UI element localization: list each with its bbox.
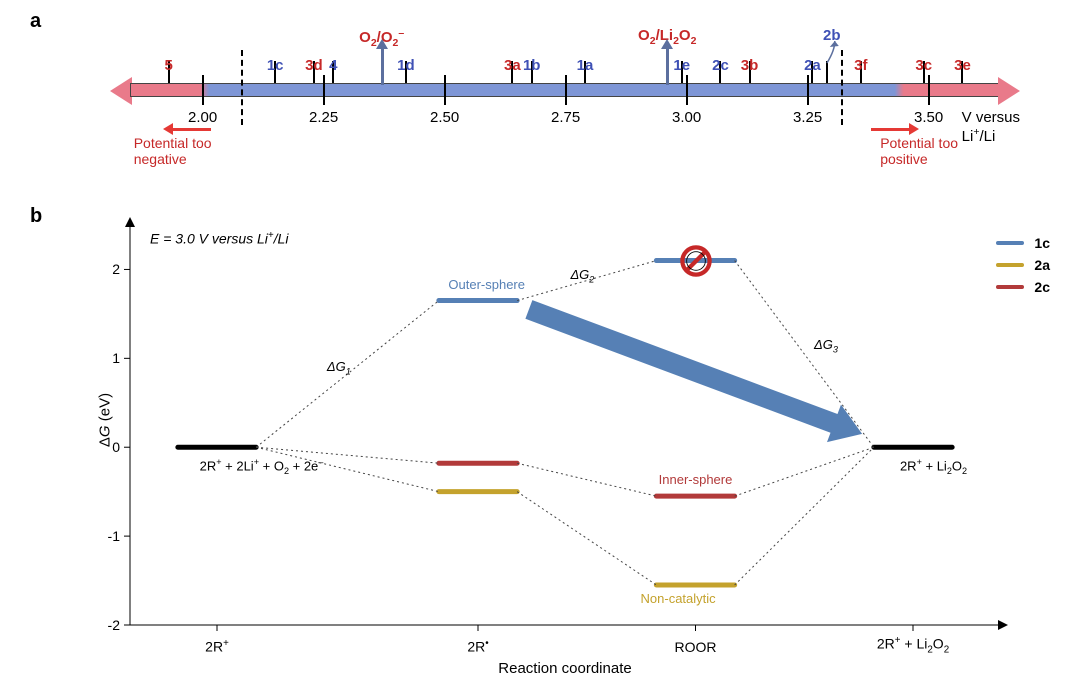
axis-tick-label: 2.75 — [551, 109, 580, 126]
plot-annotation: Inner-sphere — [659, 472, 733, 487]
xtick-label: 2R+ — [205, 638, 229, 655]
plot-annotation: ΔG3 — [814, 337, 838, 355]
legend-label: 2c — [1034, 279, 1050, 295]
legend-item: 2c — [996, 279, 1050, 295]
right-arrow-icon — [871, 128, 909, 131]
ytick-label: -2 — [95, 617, 120, 633]
energy-plot: -2-10122R+2R•ROOR2R+ + Li2O2Reaction coo… — [130, 225, 1000, 625]
plot-annotation: Outer-sphere — [448, 277, 525, 292]
region-label-left: Potential toonegative — [134, 135, 212, 167]
plot-annotation: 2R+ + Li2O2 — [900, 457, 967, 476]
panel-a: 2.002.252.502.753.003.253.5051c3d41d3a1b… — [30, 15, 1050, 180]
ytick-label: 0 — [95, 439, 120, 455]
plot-svg — [130, 225, 1000, 625]
legend: 1c 2a 2c — [996, 235, 1050, 301]
panel-b: E = 3.0 V versus Li+/Li ΔG (eV) -2-10122… — [30, 205, 1050, 675]
legend-item: 2a — [996, 257, 1050, 273]
plot-annotation: ΔG1 — [327, 359, 351, 377]
legend-item: 1c — [996, 235, 1050, 251]
legend-swatch — [996, 285, 1024, 289]
axis-tick-label: 3.00 — [672, 109, 701, 126]
prohibited-icon — [679, 244, 713, 278]
axis-tick-label: 2.00 — [188, 109, 217, 126]
legend-swatch — [996, 263, 1024, 267]
axis-tick-label: 3.25 — [793, 109, 822, 126]
ytick-label: 2 — [95, 261, 120, 277]
axis-tick-label: 2.25 — [309, 109, 338, 126]
plot-annotation: Non-catalytic — [641, 591, 716, 606]
xtick-label: 2R+ + Li2O2 — [877, 635, 949, 655]
plot-annotation: ΔG2 — [570, 267, 594, 285]
region-label-right: Potential toopositive — [880, 135, 958, 167]
legend-label: 1c — [1034, 235, 1050, 251]
axis-tick-label: 2.50 — [430, 109, 459, 126]
legend-label: 2a — [1034, 257, 1050, 273]
xtick-label: 2R• — [467, 638, 488, 655]
plot-annotation: 2R+ + 2Li+ + O2 + 2e– — [200, 457, 324, 476]
left-arrow-icon — [173, 128, 211, 131]
x-axis-label: Reaction coordinate — [498, 660, 631, 677]
xtick-label: ROOR — [675, 639, 717, 655]
ytick-label: 1 — [95, 350, 120, 366]
ytick-label: -1 — [95, 528, 120, 544]
axis-unit-label: V versusLi+/Li — [962, 109, 1020, 145]
legend-swatch — [996, 241, 1024, 245]
